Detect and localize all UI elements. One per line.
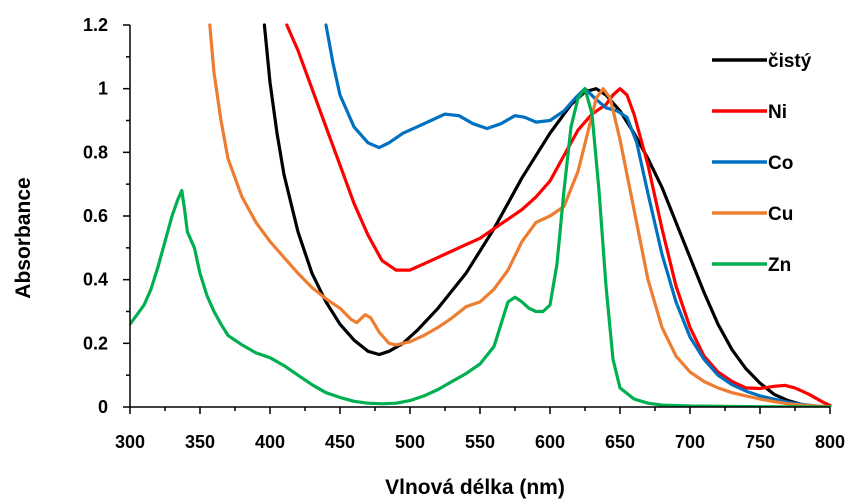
legend-label-Ni: Ni — [768, 102, 787, 123]
series-line-Ni — [285, 23, 832, 407]
x-tick-label: 450 — [325, 432, 355, 452]
plot-lines — [130, 23, 832, 407]
legend-label-Zn: Zn — [768, 255, 791, 276]
legend-label-Cu: Cu — [768, 204, 793, 225]
series-line-Co — [324, 23, 832, 407]
x-tick-label: 550 — [465, 432, 495, 452]
legend-label-Co: Co — [768, 153, 793, 174]
x-tick-label: 650 — [605, 432, 635, 452]
x-axis-title: Vlnová délka (nm) — [385, 476, 565, 499]
y-tick-label: 0.8 — [83, 142, 108, 162]
x-tick-label: 800 — [815, 432, 845, 452]
axes — [123, 24, 831, 414]
series-line-Cu — [208, 23, 832, 407]
y-axis-title: Absorbance — [12, 177, 35, 298]
x-tick-label: 400 — [255, 432, 285, 452]
y-tick-label: 0.2 — [83, 333, 108, 353]
legend: čistý Ni Co Cu Zn — [712, 51, 812, 276]
x-tick-label: 350 — [185, 432, 215, 452]
y-tick-label: 1 — [98, 79, 108, 99]
x-tick-label: 600 — [535, 432, 565, 452]
x-tick-label: 300 — [115, 432, 145, 452]
x-tick-label: 500 — [395, 432, 425, 452]
series-line-Zn — [130, 87, 832, 407]
legend-label-čistý: čistý — [768, 51, 812, 72]
y-tick-label: 0.4 — [83, 270, 108, 290]
x-tick-label: 700 — [675, 432, 705, 452]
y-tick-label: 0 — [98, 397, 108, 417]
tick-labels: 300 350 400 450 500 550 600 650 700 750 800 0 0.2 0.4… — [83, 15, 845, 452]
x-tick-label: 750 — [745, 432, 775, 452]
y-tick-label: 1.2 — [83, 15, 108, 35]
y-tick-label: 0.6 — [83, 206, 108, 226]
